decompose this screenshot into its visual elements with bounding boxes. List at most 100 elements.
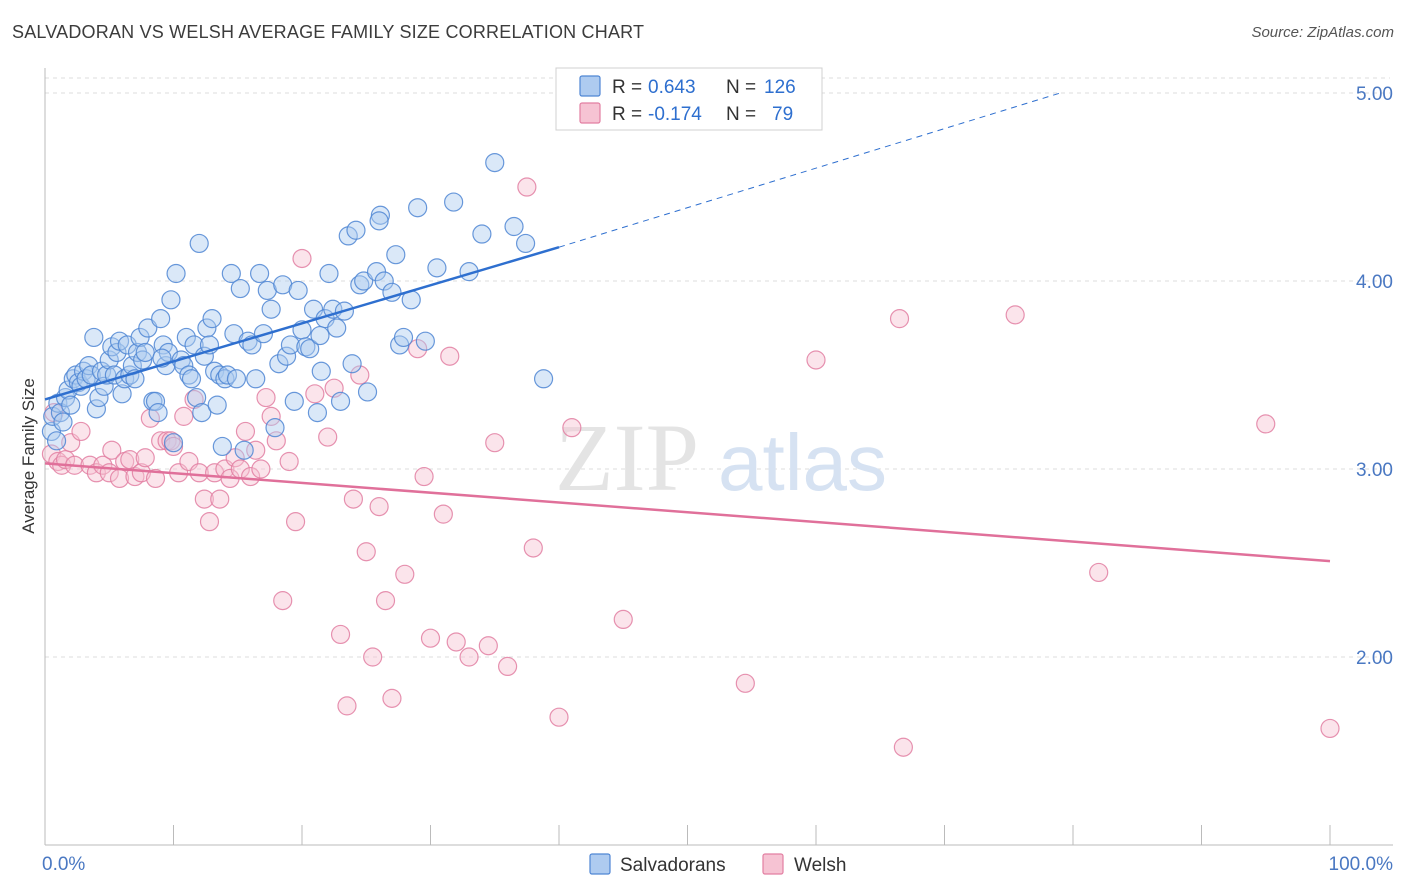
source-label: Source: ZipAtlas.com: [1251, 24, 1394, 41]
legend-swatch-salvadorans: [579, 75, 601, 97]
salvadoran-point: [107, 342, 127, 363]
salvadoran-point: [288, 280, 308, 301]
welsh-point: [549, 707, 569, 727]
salvadoran-point: [369, 211, 389, 231]
x-tick-labels: 0.0% 100.0%: [42, 854, 1393, 875]
salvadoran-point: [386, 245, 406, 265]
welsh-point: [273, 591, 293, 611]
welsh-point: [279, 451, 299, 472]
salvadoran-point: [515, 233, 536, 254]
welsh-point: [305, 384, 325, 404]
chart-title: SALVADORAN VS WELSH AVERAGE FAMILY SIZE …: [12, 22, 645, 42]
welsh-point: [414, 466, 434, 487]
salvadoran-point: [138, 318, 158, 338]
salvadoran-point: [280, 335, 301, 355]
y-tick-label: 2.00: [1356, 648, 1393, 669]
legend-r-value-2: -0.174: [648, 104, 702, 125]
welsh-point: [292, 248, 312, 269]
salvadoran-point: [181, 369, 202, 389]
salvadoran-point: [112, 384, 132, 404]
salvadoran-point: [330, 391, 351, 411]
salvadoran-point: [202, 309, 222, 329]
salvadoran-point: [261, 299, 281, 319]
welsh-point: [241, 466, 261, 487]
welsh-point: [194, 489, 214, 509]
salvadoran-point: [89, 387, 109, 408]
legend-r-value-1: 0.643: [648, 77, 696, 98]
x-tick-label: 100.0%: [1329, 854, 1394, 875]
salvadoran-point: [310, 325, 330, 346]
welsh-point: [1256, 414, 1276, 434]
welsh-point: [459, 647, 479, 667]
welsh-point: [517, 177, 537, 197]
y-tick-label: 4.00: [1356, 272, 1393, 293]
salvadoran-point: [133, 350, 153, 370]
salvadoran-point: [192, 403, 212, 423]
salvadoran-point: [226, 369, 247, 389]
salvadoran-point: [327, 318, 347, 338]
y-tick-label: 5.00: [1356, 84, 1393, 105]
salvadoran-point: [234, 440, 254, 460]
welsh-point: [1320, 718, 1340, 739]
welsh-point: [440, 346, 460, 366]
welsh-point: [433, 504, 453, 524]
welsh-point: [446, 632, 466, 652]
salvadoran-point: [444, 192, 464, 212]
salvadoran-point: [354, 271, 374, 291]
x-tick-label: 0.0%: [42, 854, 85, 875]
series-legend: Salvadorans Welsh: [589, 853, 846, 876]
welsh-point: [261, 406, 281, 426]
salvadoran-point: [472, 224, 492, 244]
salvadoran-point: [207, 395, 227, 415]
salvadoran-point: [357, 382, 378, 402]
welsh-point: [356, 542, 376, 562]
salvadoran-point: [46, 431, 67, 451]
bottom-legend-welsh: Welsh: [794, 855, 846, 876]
salvadoran-point: [408, 198, 428, 218]
legend-n-value-1: 126: [764, 77, 796, 98]
watermark-atlas: atlas: [718, 418, 887, 507]
welsh-trend-line: [44, 462, 1331, 563]
salvadoran-point: [350, 275, 370, 295]
trend-lines: [44, 92, 1331, 563]
welsh-point: [893, 737, 913, 757]
salvadoran-point: [161, 290, 181, 310]
welsh-point: [102, 440, 122, 460]
welsh-point: [337, 696, 357, 716]
watermark: ZIP atlas: [555, 404, 887, 511]
y-tick-labels: 2.00 3.00 4.00 5.00: [1356, 84, 1393, 669]
welsh-point: [145, 468, 166, 489]
welsh-point: [735, 673, 755, 693]
bottom-legend-swatch-salvadorans: [589, 853, 611, 875]
welsh-point: [246, 440, 266, 460]
salvadoran-point: [151, 309, 171, 329]
welsh-point: [350, 365, 370, 385]
welsh-point: [806, 350, 826, 370]
welsh-point: [71, 421, 91, 442]
salvadoran-point: [91, 361, 112, 381]
welsh-point: [210, 489, 230, 509]
legend-n-value-2: 79: [772, 104, 793, 125]
welsh-point: [485, 433, 505, 453]
welsh-point: [330, 624, 351, 645]
salvadoran-point: [415, 331, 435, 351]
salvadoran-point: [269, 354, 289, 374]
salvadoran-point: [284, 391, 304, 411]
salvadoran-point: [300, 339, 320, 359]
salvadoran-point: [197, 318, 217, 338]
salvadoran-point: [205, 361, 225, 381]
welsh-point: [498, 656, 518, 677]
salvadoran-point: [504, 216, 524, 237]
bottom-legend-swatch-welsh: [762, 853, 784, 875]
grid-lines: [45, 77, 1390, 658]
welsh-point: [395, 564, 415, 584]
welsh-point: [235, 421, 256, 442]
welsh-point: [256, 387, 276, 408]
welsh-point: [285, 512, 306, 532]
salvadoran-point: [393, 327, 414, 348]
legend-r-label-2: R =: [612, 104, 642, 125]
salvadoran-point: [148, 403, 168, 423]
salvadoran-point: [61, 395, 81, 415]
salvadoran-point: [145, 391, 166, 411]
